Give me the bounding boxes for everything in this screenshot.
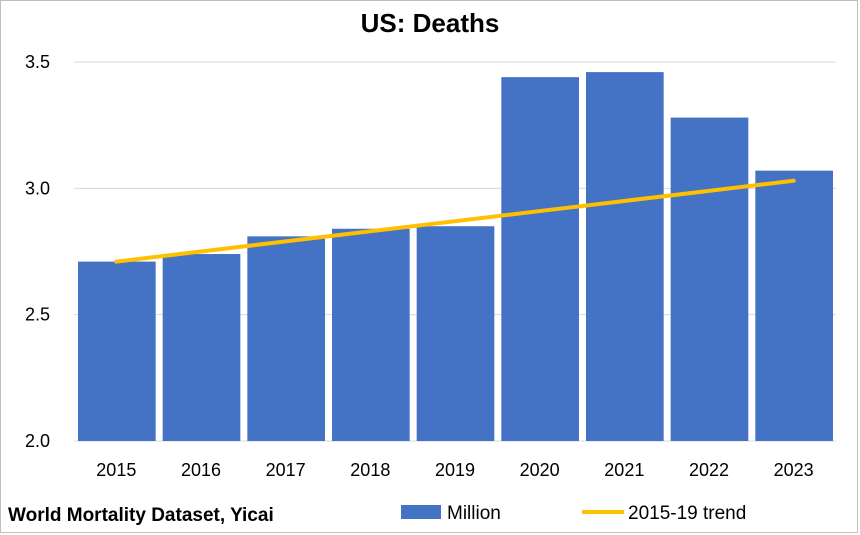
y-tick-label: 3.0 xyxy=(25,178,50,198)
x-tick-label: 2020 xyxy=(520,460,560,480)
legend: Million 2015-19 trend xyxy=(401,503,746,524)
bar-2019 xyxy=(416,226,495,441)
bar-2015 xyxy=(78,261,156,441)
bar-2016 xyxy=(162,254,241,441)
x-tick-label: 2021 xyxy=(604,460,644,480)
trend-line-group xyxy=(114,178,796,264)
bars xyxy=(78,72,833,442)
x-tick-label: 2023 xyxy=(774,460,814,480)
bar-2018 xyxy=(332,228,410,441)
x-axis-ticks: 2015 2016 2017 2018 2019 2020 2021 2022 2023 xyxy=(96,460,813,480)
legend-label-trend: 2015-19 trend xyxy=(628,503,746,524)
y-axis-ticks: 2.0 2.5 3.0 3.5 xyxy=(25,52,50,451)
x-tick-label: 2019 xyxy=(435,460,475,480)
source-note: World Mortality Dataset, Yicai xyxy=(8,505,274,526)
x-tick-label: 2022 xyxy=(689,460,729,480)
x-tick-label: 2018 xyxy=(350,460,390,480)
bar-2020 xyxy=(501,77,579,441)
bar-2017 xyxy=(247,236,325,441)
legend-swatch-million xyxy=(401,505,441,519)
bar-2023 xyxy=(755,170,833,441)
bar-2021 xyxy=(586,72,664,442)
chart-title: US: Deaths xyxy=(360,8,500,38)
bar-2022 xyxy=(670,117,749,441)
y-tick-label: 3.5 xyxy=(25,52,50,72)
x-tick-label: 2015 xyxy=(96,460,136,480)
y-tick-label: 2.0 xyxy=(25,431,50,451)
legend-label-million: Million xyxy=(447,503,501,524)
x-tick-label: 2016 xyxy=(181,460,221,480)
y-tick-label: 2.5 xyxy=(25,305,50,325)
x-tick-label: 2017 xyxy=(266,460,306,480)
trend-line xyxy=(114,178,796,264)
